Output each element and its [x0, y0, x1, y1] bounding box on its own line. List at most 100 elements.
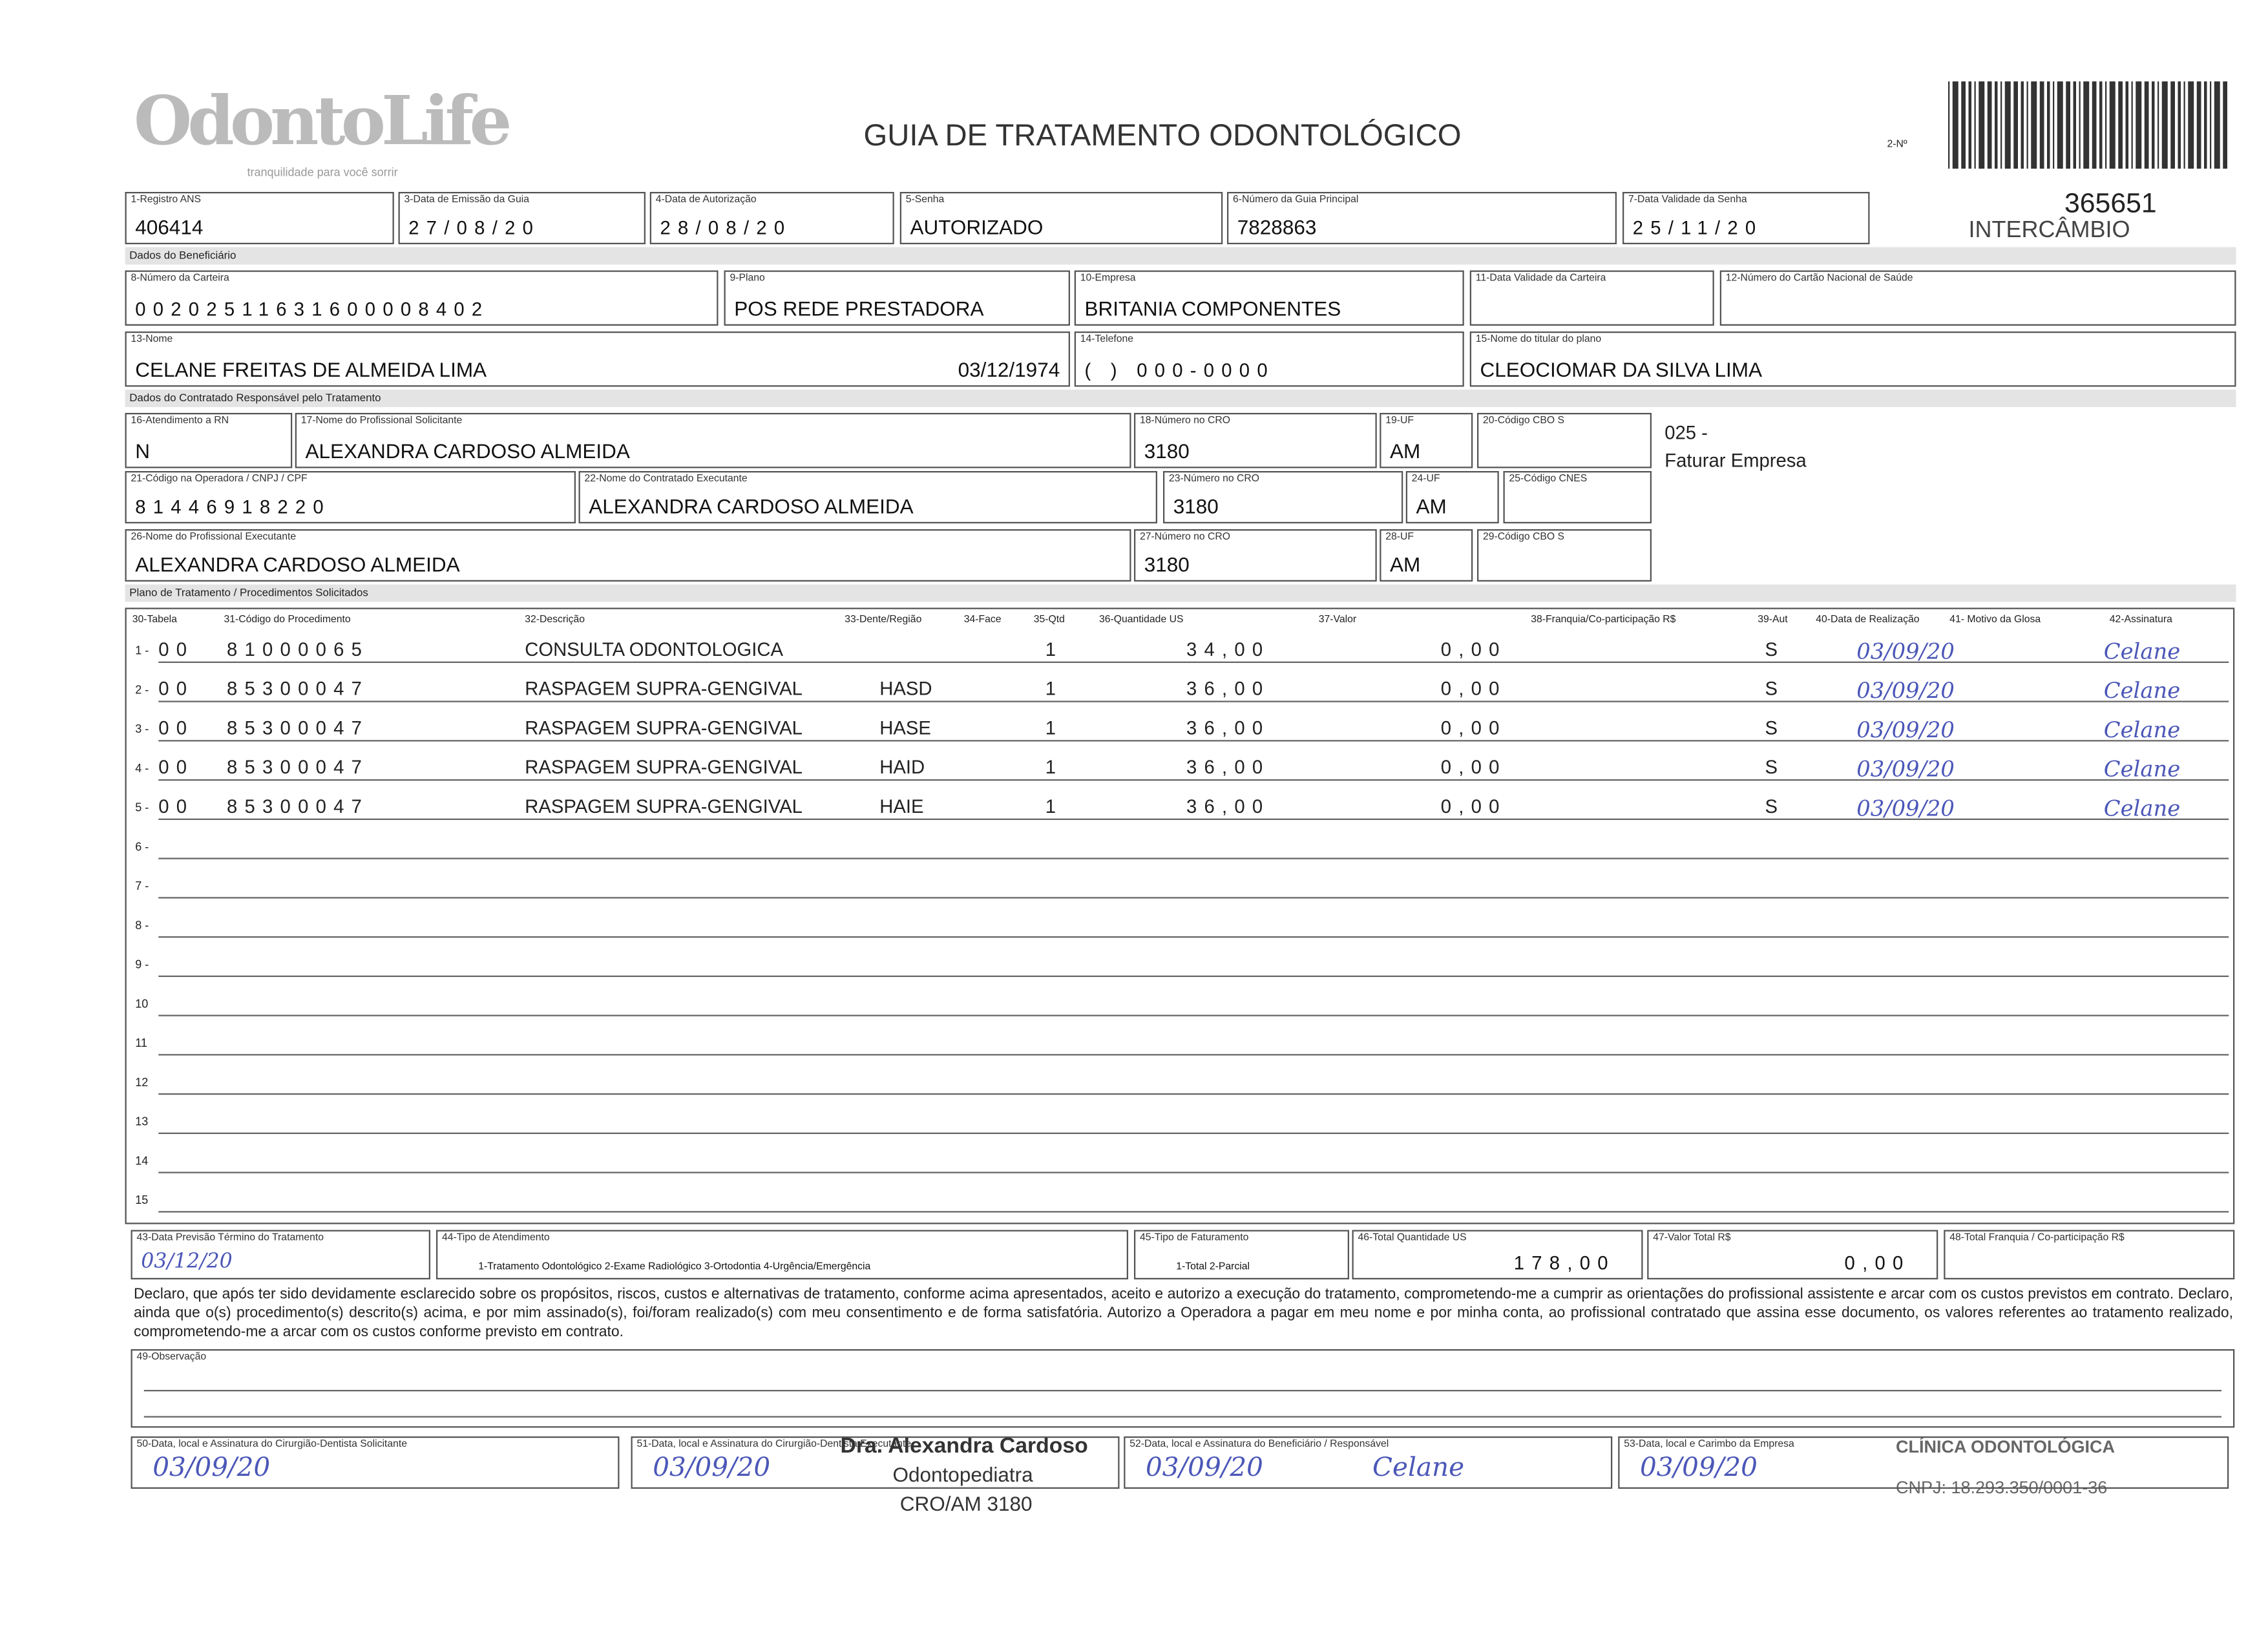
procedures-table: 30-Tabela 31-Código do Procedimento 32-Des…	[125, 607, 2235, 1224]
section-header: Plano de Tratamento / Procedimentos Soli…	[125, 584, 2236, 602]
cell-signature: Celane	[2103, 677, 2181, 704]
field-label: 17-Nome do Profissional Solicitante	[300, 415, 463, 426]
stamp-role: Odontopediatra	[892, 1462, 1033, 1486]
field-label: 49-Observação	[136, 1352, 207, 1363]
field-label: 29-Código CBO S	[1483, 532, 1565, 543]
barcode-bar	[2047, 81, 2050, 169]
barcode-bar	[1979, 81, 1985, 169]
field-label: 22-Nome do Contratado Executante	[584, 474, 748, 485]
barcode-bar	[2158, 81, 2159, 169]
barcode-bar	[2066, 81, 2070, 169]
field-value: 03/12/20	[141, 1250, 233, 1274]
cell-us-quantity: 36,00	[1186, 717, 1270, 739]
barcode-bar	[2083, 81, 2090, 169]
column-header: 40-Data de Realização	[1816, 614, 1920, 625]
field-label: 43-Data Previsão Término do Tratamento	[136, 1233, 324, 1243]
barcode-bar	[2092, 81, 2097, 169]
row-number: 8 -	[135, 919, 149, 932]
field-label: 25-Código CNES	[1509, 474, 1588, 485]
barcode-bar	[1995, 81, 1998, 169]
tagline: tranquilidade para você sorrir	[247, 165, 398, 179]
field-label: 46-Total Quantidade US	[1358, 1233, 1467, 1243]
cell-code: 81000065	[227, 638, 370, 660]
field-value: AUTORIZADO	[910, 215, 1044, 238]
field-value: POS REDE PRESTADORA	[734, 297, 984, 320]
row-number: 2 -	[135, 683, 149, 697]
signature-date: 03/09/20	[1146, 1452, 1263, 1483]
column-header: 32-Descrição	[525, 614, 585, 625]
barcode-bar	[2057, 81, 2063, 169]
cell-quantity: 1	[1045, 795, 1064, 817]
cell-franchise: 0,00	[1440, 795, 1507, 817]
cell-code: 85300047	[227, 756, 370, 778]
form-title: GUIA DE TRATAMENTO ODONTOLÓGICO	[863, 119, 1462, 153]
cell-signature: Celane	[2103, 795, 2181, 822]
cell-region: HAIE	[879, 795, 924, 817]
company-stamp: CLÍNICA ODONTOLÓGICA	[1896, 1436, 2116, 1457]
field-label: 45-Tipo de Faturamento	[1140, 1233, 1249, 1243]
row-number: 3 -	[135, 722, 149, 736]
field-value: 81446918220	[135, 496, 331, 518]
cell-table: 00	[158, 756, 194, 778]
cell-signature: Celane	[2103, 717, 2181, 743]
barcode-bar	[2000, 81, 2002, 169]
cell-description: CONSULTA ODONTOLOGICA	[525, 638, 784, 660]
signature-date: 03/09/20	[653, 1452, 771, 1483]
form-field: 27-Número no CRO 3180	[1134, 529, 1377, 582]
field-value: ALEXANDRA CARDOSO ALMEIDA	[589, 494, 914, 518]
field-value: AM	[1416, 494, 1447, 518]
barcode-bar	[2109, 81, 2116, 169]
field-label: 21-Código na Operadora / CNPJ / CPF	[131, 474, 308, 485]
form-field: 6-Número da Guia Principal 7828863	[1227, 192, 1617, 244]
barcode-bar	[2136, 81, 2142, 169]
cell-region: HAID	[879, 756, 925, 778]
form-field: 23-Número no CRO 3180	[1163, 471, 1403, 523]
field-label: 9-Plano	[730, 273, 765, 284]
signature-date: 03/09/20	[152, 1452, 271, 1483]
total-field: 48-Total Franquia / Co-participação R$	[1944, 1230, 2235, 1279]
field-label: 47-Valor Total R$	[1653, 1233, 1731, 1243]
form-field: 26-Nome do Profissional Executante ALEXAN…	[125, 529, 1131, 582]
form-field: 3-Data de Emissão da Guia 27/08/20	[398, 192, 646, 244]
row-number: 10	[135, 997, 149, 1011]
field-value: 27/08/20	[408, 216, 541, 238]
cell-authorization: S	[1765, 638, 1778, 660]
barcode-bar	[2196, 81, 2201, 169]
birth-date: 03/12/1974	[958, 357, 1060, 381]
row-number: 7 -	[135, 879, 149, 893]
total-field: 46-Total Quantidade US 178,00	[1352, 1230, 1643, 1279]
form-field: 12-Número do Cartão Nacional de Saúde	[1719, 270, 2236, 326]
cell-table: 00	[158, 717, 194, 739]
cell-date: 03/09/20	[1856, 677, 1955, 704]
form-field: 8-Número da Carteira 00202511631600008402	[125, 270, 719, 326]
declaration: Declaro, que após ter sido devidamente e…	[134, 1287, 2233, 1341]
field-label: 8-Número da Carteira	[131, 273, 229, 284]
signature-field: 50-Data, local e Assinatura do Cirurgião…	[131, 1436, 620, 1489]
field-label: 18-Número no CRO	[1140, 415, 1231, 426]
row-line	[158, 700, 2229, 702]
column-header: 37-Valor	[1318, 614, 1357, 625]
field-value: AM	[1390, 439, 1421, 463]
signature-field: 52-Data, local e Assinatura do Beneficiá…	[1124, 1436, 1613, 1489]
barcode-bar	[2073, 81, 2076, 169]
barcode-bar	[2026, 81, 2028, 169]
barcode-bar	[1968, 81, 1971, 169]
barcode-bar	[2079, 81, 2081, 169]
cell-table: 00	[158, 677, 194, 700]
field-value: CELANE FREITAS DE ALMEIDA LIMA	[135, 357, 487, 381]
field-label: 51-Data, local e Assinatura do Cirurgião…	[636, 1439, 912, 1450]
cell-table: 00	[158, 638, 194, 660]
form-field: 22-Nome do Contratado Executante ALEXANDR…	[578, 471, 1157, 523]
row-line	[158, 1132, 2229, 1134]
cbo-note: Faturar Empresa	[1664, 449, 1807, 471]
row-line	[158, 1014, 2229, 1016]
row-number: 13	[135, 1115, 149, 1128]
row-number: 15	[135, 1193, 149, 1207]
field-label: 14-Telefone	[1080, 334, 1134, 345]
row-line	[158, 818, 2229, 820]
barcode-bar	[2039, 81, 2044, 169]
field-value: 1-Tratamento Odontológico 2-Exame Radiol…	[478, 1262, 871, 1272]
form-field: 9-Plano POS REDE PRESTADORA	[724, 270, 1070, 326]
cell-code: 85300047	[227, 795, 370, 817]
